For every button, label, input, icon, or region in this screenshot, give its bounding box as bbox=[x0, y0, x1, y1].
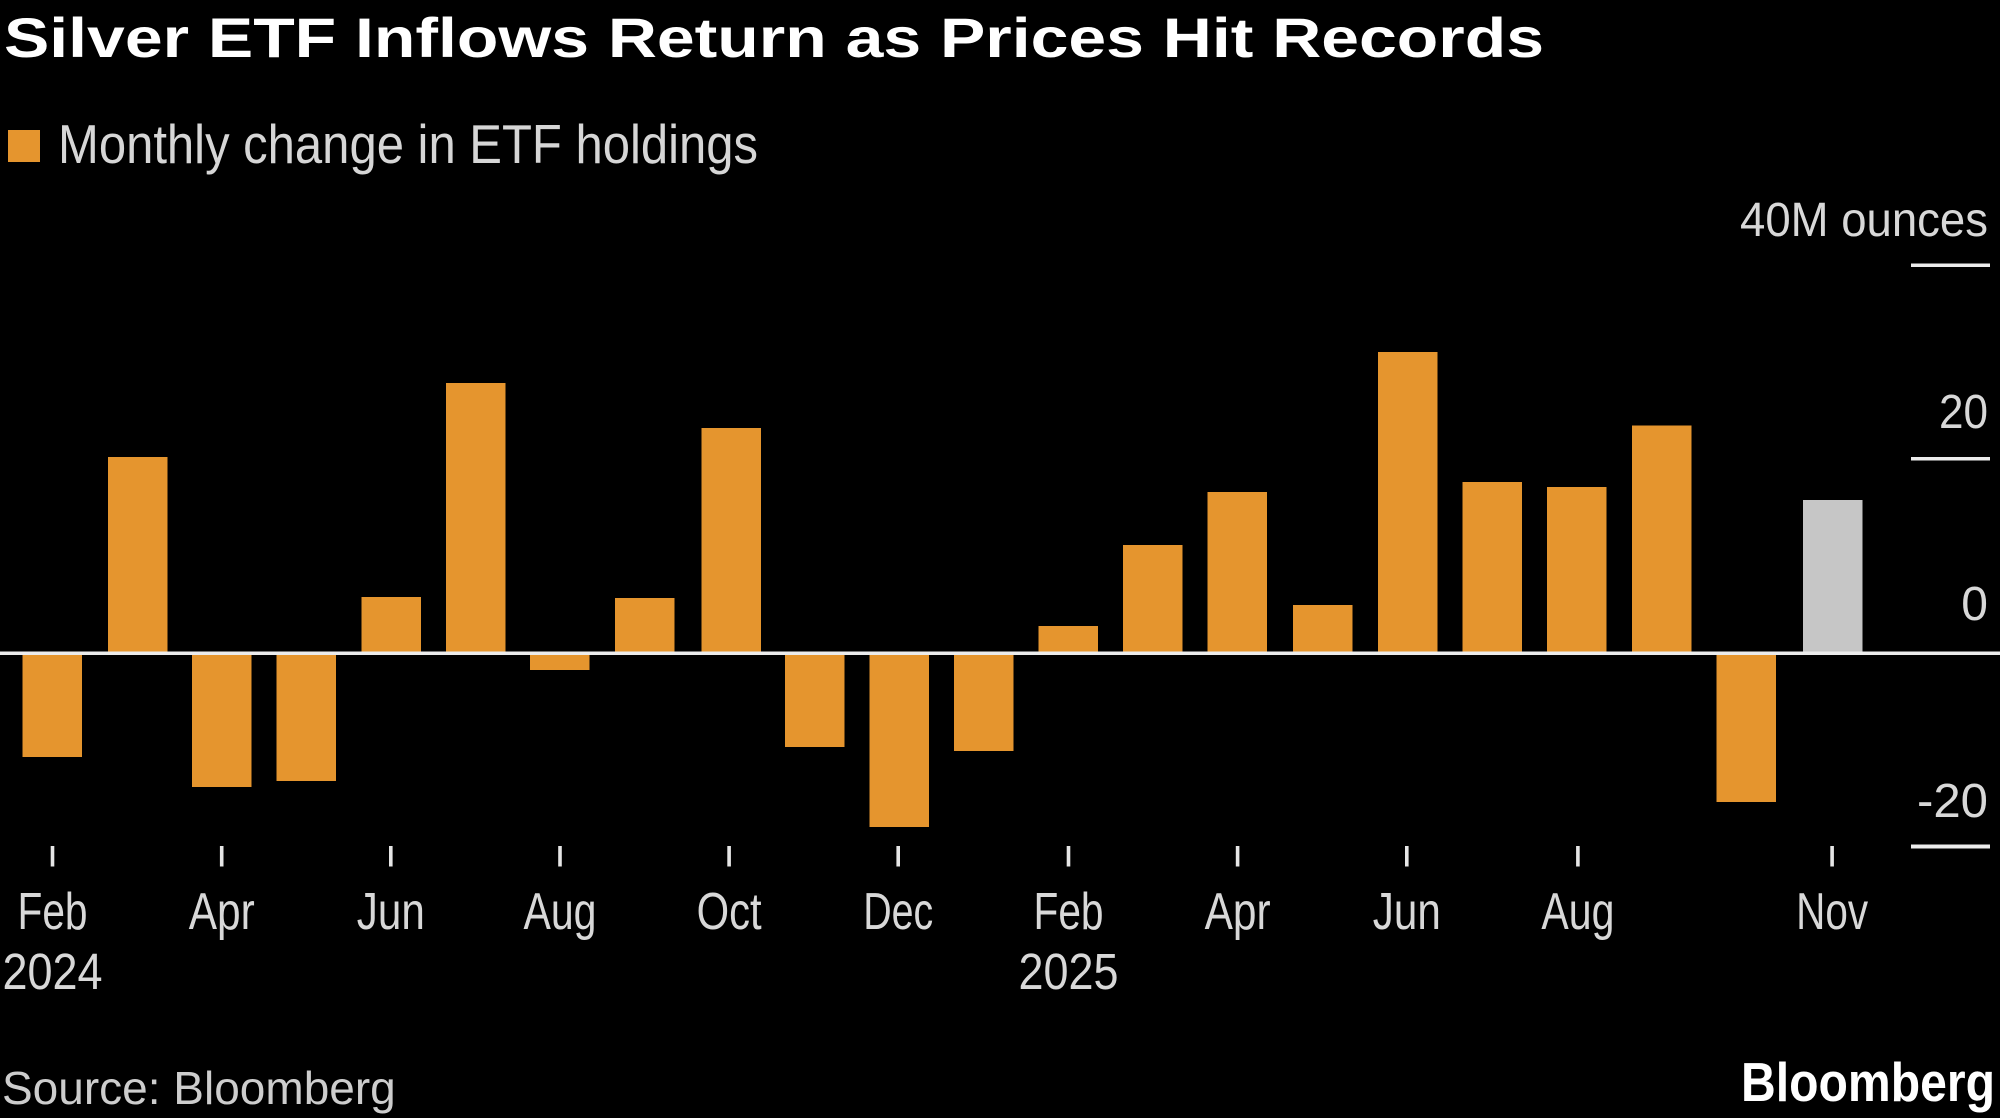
svg-text:2024: 2024 bbox=[3, 943, 103, 1000]
svg-text:Aug: Aug bbox=[1541, 883, 1614, 941]
svg-text:Feb: Feb bbox=[1034, 883, 1104, 941]
svg-text:Apr: Apr bbox=[189, 883, 255, 941]
svg-text:Silver ETF Inflows Return as P: Silver ETF Inflows Return as Prices Hit … bbox=[4, 6, 1544, 69]
svg-text:0: 0 bbox=[1961, 578, 1988, 631]
svg-text:Jun: Jun bbox=[1373, 883, 1441, 941]
svg-text:Monthly change in ETF holdings: Monthly change in ETF holdings bbox=[58, 113, 758, 175]
svg-text:2025: 2025 bbox=[1019, 943, 1119, 1000]
svg-text:40M ounces: 40M ounces bbox=[1740, 194, 1988, 247]
svg-text:Oct: Oct bbox=[697, 883, 762, 941]
svg-text:Source: Bloomberg: Source: Bloomberg bbox=[2, 1062, 396, 1114]
svg-text:-20: -20 bbox=[1917, 775, 1988, 828]
svg-text:Nov: Nov bbox=[1796, 883, 1868, 941]
svg-text:Dec: Dec bbox=[863, 883, 933, 941]
svg-text:Bloomberg: Bloomberg bbox=[1741, 1051, 1995, 1113]
svg-text:Jun: Jun bbox=[357, 883, 425, 941]
svg-text:Apr: Apr bbox=[1205, 883, 1271, 941]
svg-text:20: 20 bbox=[1939, 386, 1988, 439]
svg-text:Feb: Feb bbox=[18, 883, 88, 941]
svg-text:Aug: Aug bbox=[524, 883, 597, 941]
